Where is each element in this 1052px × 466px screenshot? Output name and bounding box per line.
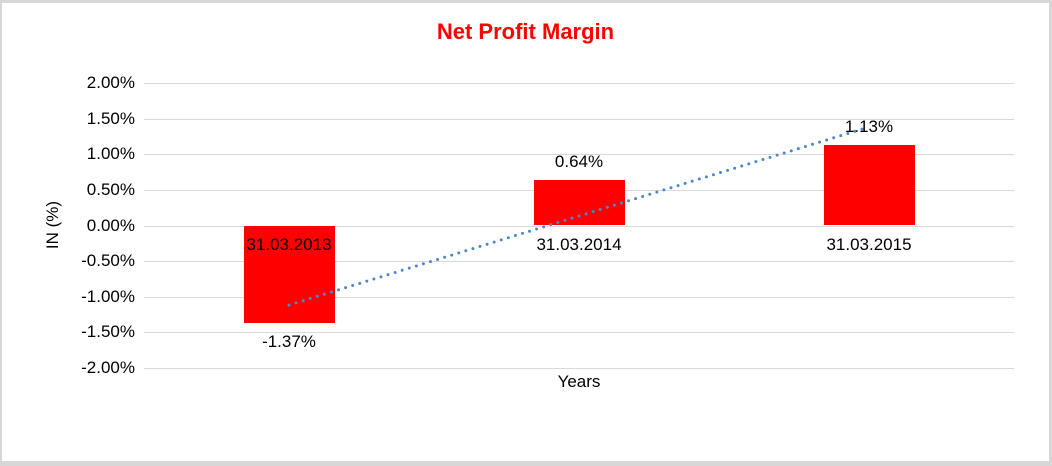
gridline bbox=[144, 118, 1014, 120]
y-tick-label: 2.00% bbox=[86, 73, 135, 92]
y-tick-label: -0.50% bbox=[81, 251, 135, 271]
bar-31.03.2014 bbox=[533, 179, 625, 226]
y-tick-label: -1.50% bbox=[81, 322, 135, 342]
y-tick-label: 1.50% bbox=[86, 108, 135, 128]
y-tick-label: 0.50% bbox=[86, 179, 135, 199]
y-tick-label: 0.00% bbox=[86, 215, 135, 235]
y-axis-title: IN (%) bbox=[43, 200, 62, 250]
data-label: 0.64% bbox=[554, 151, 604, 171]
category-label: 31.03.2014 bbox=[536, 234, 622, 254]
gridline bbox=[144, 332, 1014, 334]
data-label: 1.13% bbox=[844, 116, 894, 136]
gridline bbox=[144, 83, 1014, 84]
chart-title: Net Profit Margin bbox=[436, 19, 615, 44]
bar-31.03.2015 bbox=[823, 144, 915, 226]
gridline bbox=[144, 368, 1014, 369]
y-tick-label: -1.00% bbox=[81, 286, 135, 306]
category-label: 31.03.2013 bbox=[246, 234, 332, 254]
category-label: 31.03.2015 bbox=[826, 234, 912, 254]
y-tick-label: 1.00% bbox=[86, 144, 135, 164]
y-tick-label: -2.00% bbox=[81, 358, 135, 377]
data-label: -1.37% bbox=[262, 332, 316, 352]
x-axis-title: Years bbox=[557, 372, 601, 391]
